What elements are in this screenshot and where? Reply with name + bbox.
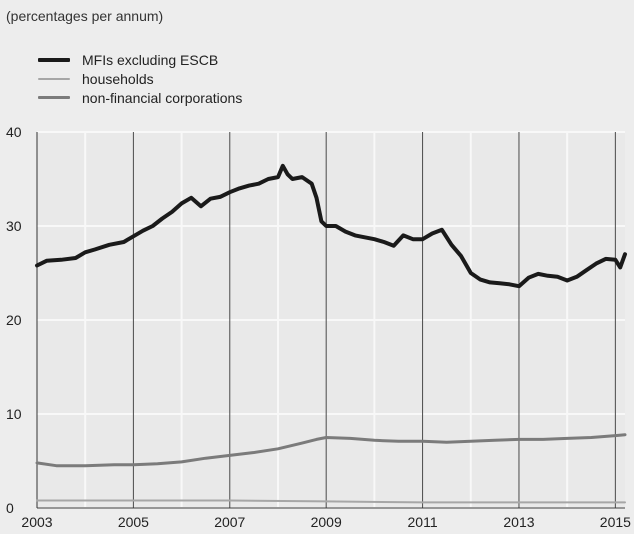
- y-tick-label: 10: [6, 406, 22, 422]
- series-line-households: [36, 499, 626, 504]
- x-tick-label: 2013: [503, 514, 534, 530]
- x-tick-label: 2005: [118, 514, 149, 530]
- legend-label-nfc: non-financial corporations: [82, 89, 243, 106]
- y-tick-label: 0: [6, 500, 14, 516]
- legend-item: MFIs excluding ESCB: [38, 50, 242, 69]
- x-tick-label: 2003: [21, 514, 52, 530]
- chart-subtitle: (percentages per annum): [6, 8, 164, 24]
- y-tick-label: 40: [6, 124, 22, 140]
- x-tick-label: 2011: [408, 514, 438, 530]
- legend-swatch-mfis: [38, 57, 70, 62]
- x-tick-label: 2007: [214, 514, 245, 530]
- y-tick-label: 30: [6, 218, 22, 234]
- y-tick-label: 20: [6, 312, 22, 328]
- legend-swatch-households: [38, 77, 70, 80]
- legend-label-mfis: MFIs excluding ESCB: [82, 51, 219, 68]
- legend-item: households: [38, 69, 242, 88]
- chart-legend: MFIs excluding ESCB households non-finan…: [38, 50, 242, 107]
- legend-label-households: households: [82, 70, 154, 87]
- legend-item: non-financial corporations: [38, 88, 242, 107]
- x-tick-label: 2015: [600, 514, 631, 530]
- x-tick-label: 2009: [311, 514, 342, 530]
- series-line-nfc: [35, 433, 627, 468]
- legend-swatch-nfc: [38, 96, 70, 99]
- series-line-mfis: [35, 163, 627, 289]
